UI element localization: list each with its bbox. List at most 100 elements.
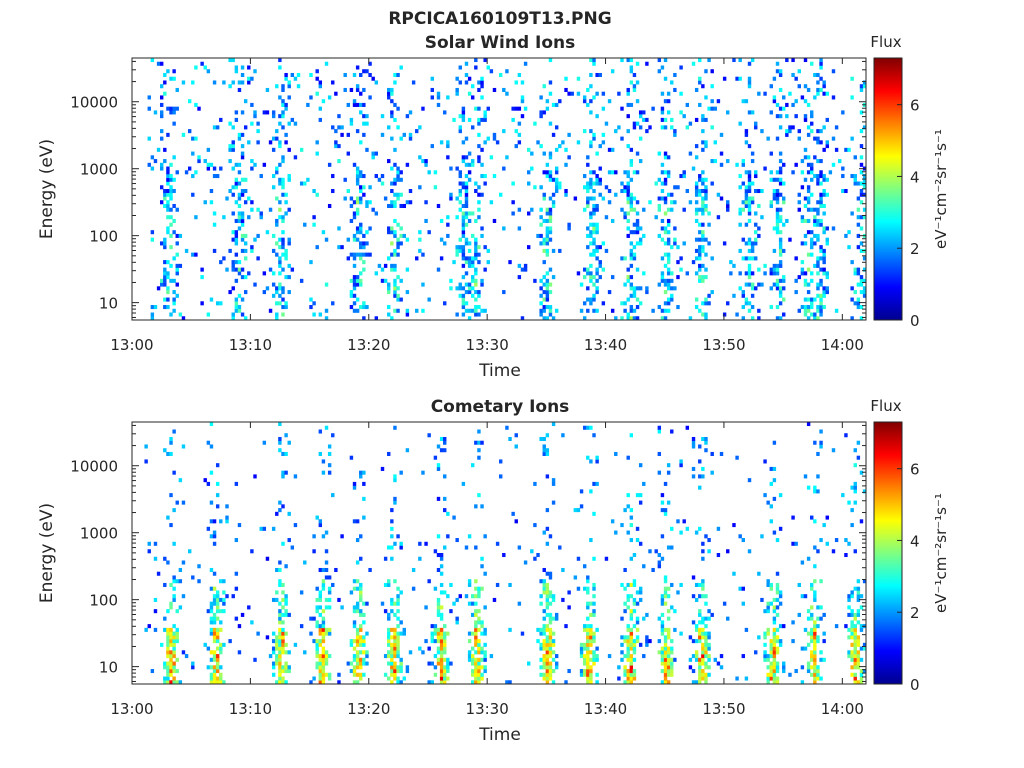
heatmap-cell	[163, 297, 167, 302]
heatmap-cell	[209, 297, 214, 302]
heatmap-cell	[483, 114, 487, 119]
heatmap-cell	[327, 672, 332, 677]
heatmap-cell	[548, 590, 553, 595]
heatmap-cell	[847, 605, 851, 610]
heatmap-cell	[349, 196, 354, 201]
heatmap-cell	[701, 207, 705, 212]
heatmap-cell	[663, 117, 668, 122]
heatmap-cell	[676, 590, 680, 595]
heatmap-cell	[766, 676, 770, 681]
heatmap-cell	[387, 286, 391, 291]
heatmap-cell	[334, 144, 338, 149]
heatmap-cell	[772, 496, 777, 501]
heatmap-cell	[688, 151, 693, 156]
heatmap-cell	[215, 605, 220, 610]
heatmap-cell	[754, 189, 758, 194]
heatmap-cell	[850, 654, 854, 659]
heatmap-cell	[287, 177, 291, 182]
heatmap-cell	[663, 646, 668, 651]
heatmap-cell	[355, 237, 360, 242]
heatmap-cell	[359, 650, 363, 655]
heatmap-cell	[666, 301, 671, 306]
heatmap-cell	[346, 102, 351, 107]
heatmap-cell	[281, 87, 285, 92]
heatmap-cell	[265, 556, 270, 561]
heatmap-cell	[474, 218, 478, 223]
heatmap-cell	[738, 58, 742, 63]
heatmap-cell	[436, 95, 441, 100]
heatmap-cell	[147, 624, 151, 629]
heatmap-cell	[632, 222, 637, 227]
heatmap-cell	[517, 226, 522, 231]
heatmap-cell	[461, 106, 466, 111]
heatmap-cell	[545, 541, 550, 546]
heatmap-cell	[856, 440, 861, 445]
heatmap-cell	[635, 200, 640, 205]
heatmap-cell	[710, 290, 714, 295]
heatmap-cell	[243, 241, 248, 246]
heatmap-cell	[166, 627, 170, 632]
heatmap-cell	[474, 579, 478, 584]
heatmap-cell	[688, 121, 693, 126]
heatmap-cell	[436, 466, 441, 471]
heatmap-cell	[660, 493, 665, 498]
heatmap-cell	[701, 594, 705, 599]
heatmap-cell	[660, 308, 665, 313]
heatmap-cell	[772, 642, 777, 647]
heatmap-cell	[620, 635, 624, 640]
heatmap-cell	[775, 669, 780, 674]
heatmap-cell	[862, 267, 867, 272]
heatmap-cell	[499, 459, 503, 464]
heatmap-cell	[666, 241, 671, 246]
heatmap-cell	[794, 290, 798, 295]
heatmap-cell	[359, 635, 363, 640]
heatmap-cell	[355, 672, 360, 677]
heatmap-cell	[853, 627, 857, 632]
heatmap-cell	[573, 508, 578, 513]
heatmap-cell	[467, 177, 472, 182]
heatmap-cell	[679, 463, 683, 468]
heatmap-cell	[778, 166, 783, 171]
heatmap-cell	[240, 80, 245, 85]
heatmap-cell	[163, 159, 167, 164]
heatmap-cell	[660, 657, 665, 662]
heatmap-cell	[365, 114, 369, 119]
heatmap-cell	[800, 267, 805, 272]
heatmap-cell	[778, 642, 783, 647]
heatmap-cell	[707, 222, 711, 227]
heatmap-cell	[862, 646, 867, 651]
heatmap-cell	[754, 286, 758, 291]
heatmap-cell	[480, 192, 484, 197]
heatmap-cell	[362, 305, 366, 310]
heatmap-cell	[831, 136, 836, 141]
heatmap-cell	[253, 237, 257, 242]
heatmap-cell	[327, 627, 332, 632]
heatmap-cell	[775, 267, 780, 272]
heatmap-cell	[215, 301, 220, 306]
heatmap-cell	[284, 76, 288, 81]
heatmap-cell	[794, 669, 798, 674]
heatmap-cell	[816, 305, 820, 310]
heatmap-cell	[393, 650, 397, 655]
heatmap-cell	[554, 616, 559, 621]
heatmap-cell	[278, 256, 282, 261]
heatmap-cell	[219, 665, 223, 670]
heatmap-cell	[396, 624, 400, 629]
heatmap-cell	[592, 252, 596, 257]
heatmap-cell	[439, 672, 444, 677]
heatmap-cell	[362, 69, 366, 74]
heatmap-cell	[169, 601, 173, 606]
heatmap-cell	[816, 207, 820, 212]
heatmap-cell	[632, 230, 637, 235]
heatmap-cell	[747, 478, 752, 483]
heatmap-cell	[772, 661, 777, 666]
heatmap-cell	[237, 80, 242, 85]
heatmap-cell	[237, 624, 242, 629]
heatmap-cell	[480, 676, 484, 681]
heatmap-cell	[810, 639, 814, 644]
heatmap-cell	[750, 316, 755, 321]
heatmap-cell	[275, 290, 279, 295]
heatmap-cell	[592, 196, 596, 201]
heatmap-cell	[595, 207, 599, 212]
heatmap-cell	[592, 582, 596, 587]
